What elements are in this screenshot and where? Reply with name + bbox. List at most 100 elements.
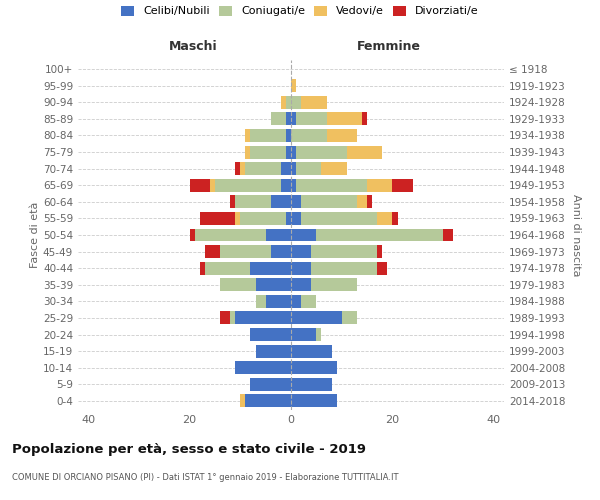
Bar (256, 278, 291, 291)
Bar (326, 112, 362, 126)
Bar (301, 295, 316, 308)
Bar (362, 112, 367, 126)
Bar (377, 245, 382, 258)
Bar (311, 278, 357, 291)
Bar (296, 179, 367, 192)
Bar (291, 146, 296, 158)
Bar (291, 262, 311, 274)
Y-axis label: Fasce di età: Fasce di età (30, 202, 40, 268)
Bar (296, 162, 322, 175)
Bar (326, 129, 357, 142)
Bar (291, 129, 326, 142)
Bar (230, 196, 235, 208)
Legend: Celibi/Nubili, Coniugati/e, Vedovi/e, Divorziati/e: Celibi/Nubili, Coniugati/e, Vedovi/e, Di… (121, 6, 479, 16)
Bar (291, 361, 337, 374)
Bar (286, 146, 291, 158)
Bar (301, 212, 377, 225)
Bar (281, 162, 291, 175)
Bar (291, 228, 316, 241)
Bar (347, 146, 382, 158)
Bar (377, 212, 392, 225)
Bar (291, 328, 316, 341)
Text: COMUNE DI ORCIANO PISANO (PI) - Dati ISTAT 1° gennaio 2019 - Elaborazione TUTTIT: COMUNE DI ORCIANO PISANO (PI) - Dati IST… (12, 472, 398, 482)
Bar (286, 212, 291, 225)
Text: Femmine: Femmine (357, 40, 421, 53)
Bar (235, 361, 291, 374)
Bar (392, 212, 398, 225)
Bar (266, 295, 291, 308)
Bar (286, 96, 291, 109)
Bar (311, 262, 377, 274)
Bar (235, 212, 240, 225)
Y-axis label: Anni di nascita: Anni di nascita (571, 194, 581, 276)
Bar (235, 196, 271, 208)
Bar (291, 378, 332, 391)
Bar (296, 146, 347, 158)
Bar (291, 312, 342, 324)
Bar (250, 262, 291, 274)
Bar (291, 162, 296, 175)
Bar (240, 212, 286, 225)
Bar (291, 179, 296, 192)
Bar (215, 179, 281, 192)
Bar (220, 312, 230, 324)
Bar (367, 179, 392, 192)
Text: Popolazione per età, sesso e stato civile - 2019: Popolazione per età, sesso e stato civil… (12, 442, 366, 456)
Bar (291, 112, 296, 126)
Bar (220, 245, 271, 258)
Bar (266, 228, 291, 241)
Bar (291, 79, 296, 92)
Bar (291, 278, 311, 291)
Bar (200, 262, 205, 274)
Bar (281, 96, 286, 109)
Bar (322, 162, 347, 175)
Bar (190, 228, 194, 241)
Bar (220, 278, 256, 291)
Bar (367, 196, 372, 208)
Bar (392, 179, 413, 192)
Bar (205, 245, 220, 258)
Bar (250, 146, 286, 158)
Bar (200, 212, 235, 225)
Bar (443, 228, 453, 241)
Bar (271, 245, 291, 258)
Bar (291, 212, 301, 225)
Bar (256, 344, 291, 358)
Bar (194, 228, 266, 241)
Bar (235, 162, 240, 175)
Bar (286, 129, 291, 142)
Bar (291, 196, 301, 208)
Bar (210, 179, 215, 192)
Bar (235, 312, 291, 324)
Bar (205, 262, 250, 274)
Bar (245, 162, 281, 175)
Bar (256, 295, 266, 308)
Bar (316, 328, 322, 341)
Bar (342, 312, 357, 324)
Bar (240, 394, 245, 407)
Bar (245, 146, 250, 158)
Bar (245, 394, 291, 407)
Bar (311, 245, 377, 258)
Bar (301, 196, 357, 208)
Bar (271, 112, 286, 126)
Bar (240, 162, 245, 175)
Bar (291, 394, 337, 407)
Bar (291, 295, 301, 308)
Bar (281, 179, 291, 192)
Bar (286, 112, 291, 126)
Text: Maschi: Maschi (169, 40, 217, 53)
Bar (190, 179, 210, 192)
Bar (316, 228, 443, 241)
Bar (271, 196, 291, 208)
Bar (291, 344, 332, 358)
Bar (301, 96, 326, 109)
Bar (357, 196, 367, 208)
Bar (377, 262, 388, 274)
Bar (245, 129, 250, 142)
Bar (250, 129, 286, 142)
Bar (230, 312, 235, 324)
Bar (250, 328, 291, 341)
Bar (296, 112, 326, 126)
Bar (250, 378, 291, 391)
